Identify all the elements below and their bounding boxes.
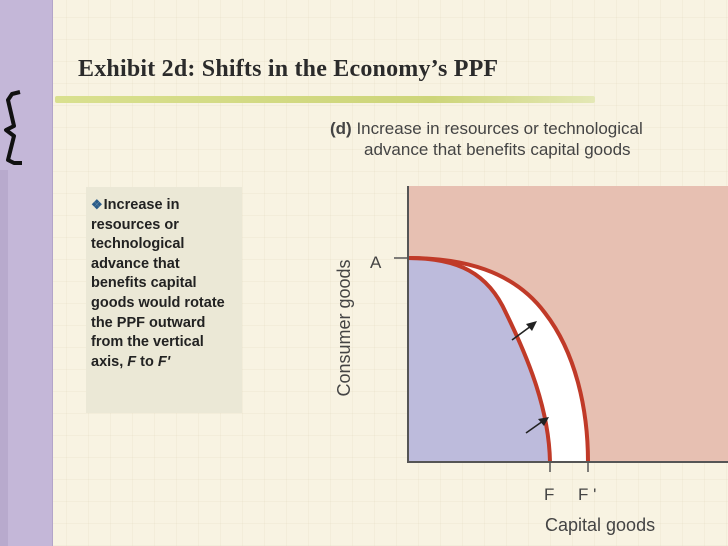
left-strip-band <box>0 170 8 546</box>
ppf-figure: (d) Increase in resources or technologic… <box>300 110 728 546</box>
panel-letter: (d) <box>330 119 352 138</box>
x-axis-label: Capital goods <box>545 515 655 535</box>
bullet-from-label: F <box>127 353 137 370</box>
title-underline <box>55 96 595 103</box>
bullet-to-word: to <box>136 353 158 370</box>
bullet-body: Increase in resources or technological a… <box>91 197 225 370</box>
point-A-label: A <box>370 253 382 272</box>
caption-line-1-text: Increase in resources or technological <box>351 119 643 138</box>
y-axis-label: Consumer goods <box>334 259 354 396</box>
bullet-paragraph: ❖Increase in resources or technological … <box>91 195 236 372</box>
shift-arrow-lower <box>525 417 549 434</box>
slide-title: Exhibit 2d: Shifts in the Economy’s PPF <box>78 56 499 82</box>
left-decorative-strip <box>0 0 53 546</box>
point-F-label: F <box>544 485 554 504</box>
figure-caption: (d) Increase in resources or technologic… <box>330 118 643 160</box>
new-ppf-curve <box>407 256 590 463</box>
bullet-to-label: F' <box>157 353 171 370</box>
caption-line-2: advance that benefits capital goods <box>364 140 631 159</box>
bullet-textbox: ❖Increase in resources or technological … <box>86 187 242 413</box>
old-ppf-region <box>408 258 550 462</box>
old-ppf-curve <box>407 256 552 463</box>
caption-line-1: (d) Increase in resources or technologic… <box>330 118 643 139</box>
shift-arrow-upper <box>511 321 537 341</box>
diamond-bullet-icon: ❖ <box>91 197 103 212</box>
point-F-prime-label: F ' <box>578 485 596 504</box>
ink-bracket-decoration <box>4 90 22 165</box>
ppf-plot: A F F ' Consumer goods Capital goods <box>334 186 728 535</box>
